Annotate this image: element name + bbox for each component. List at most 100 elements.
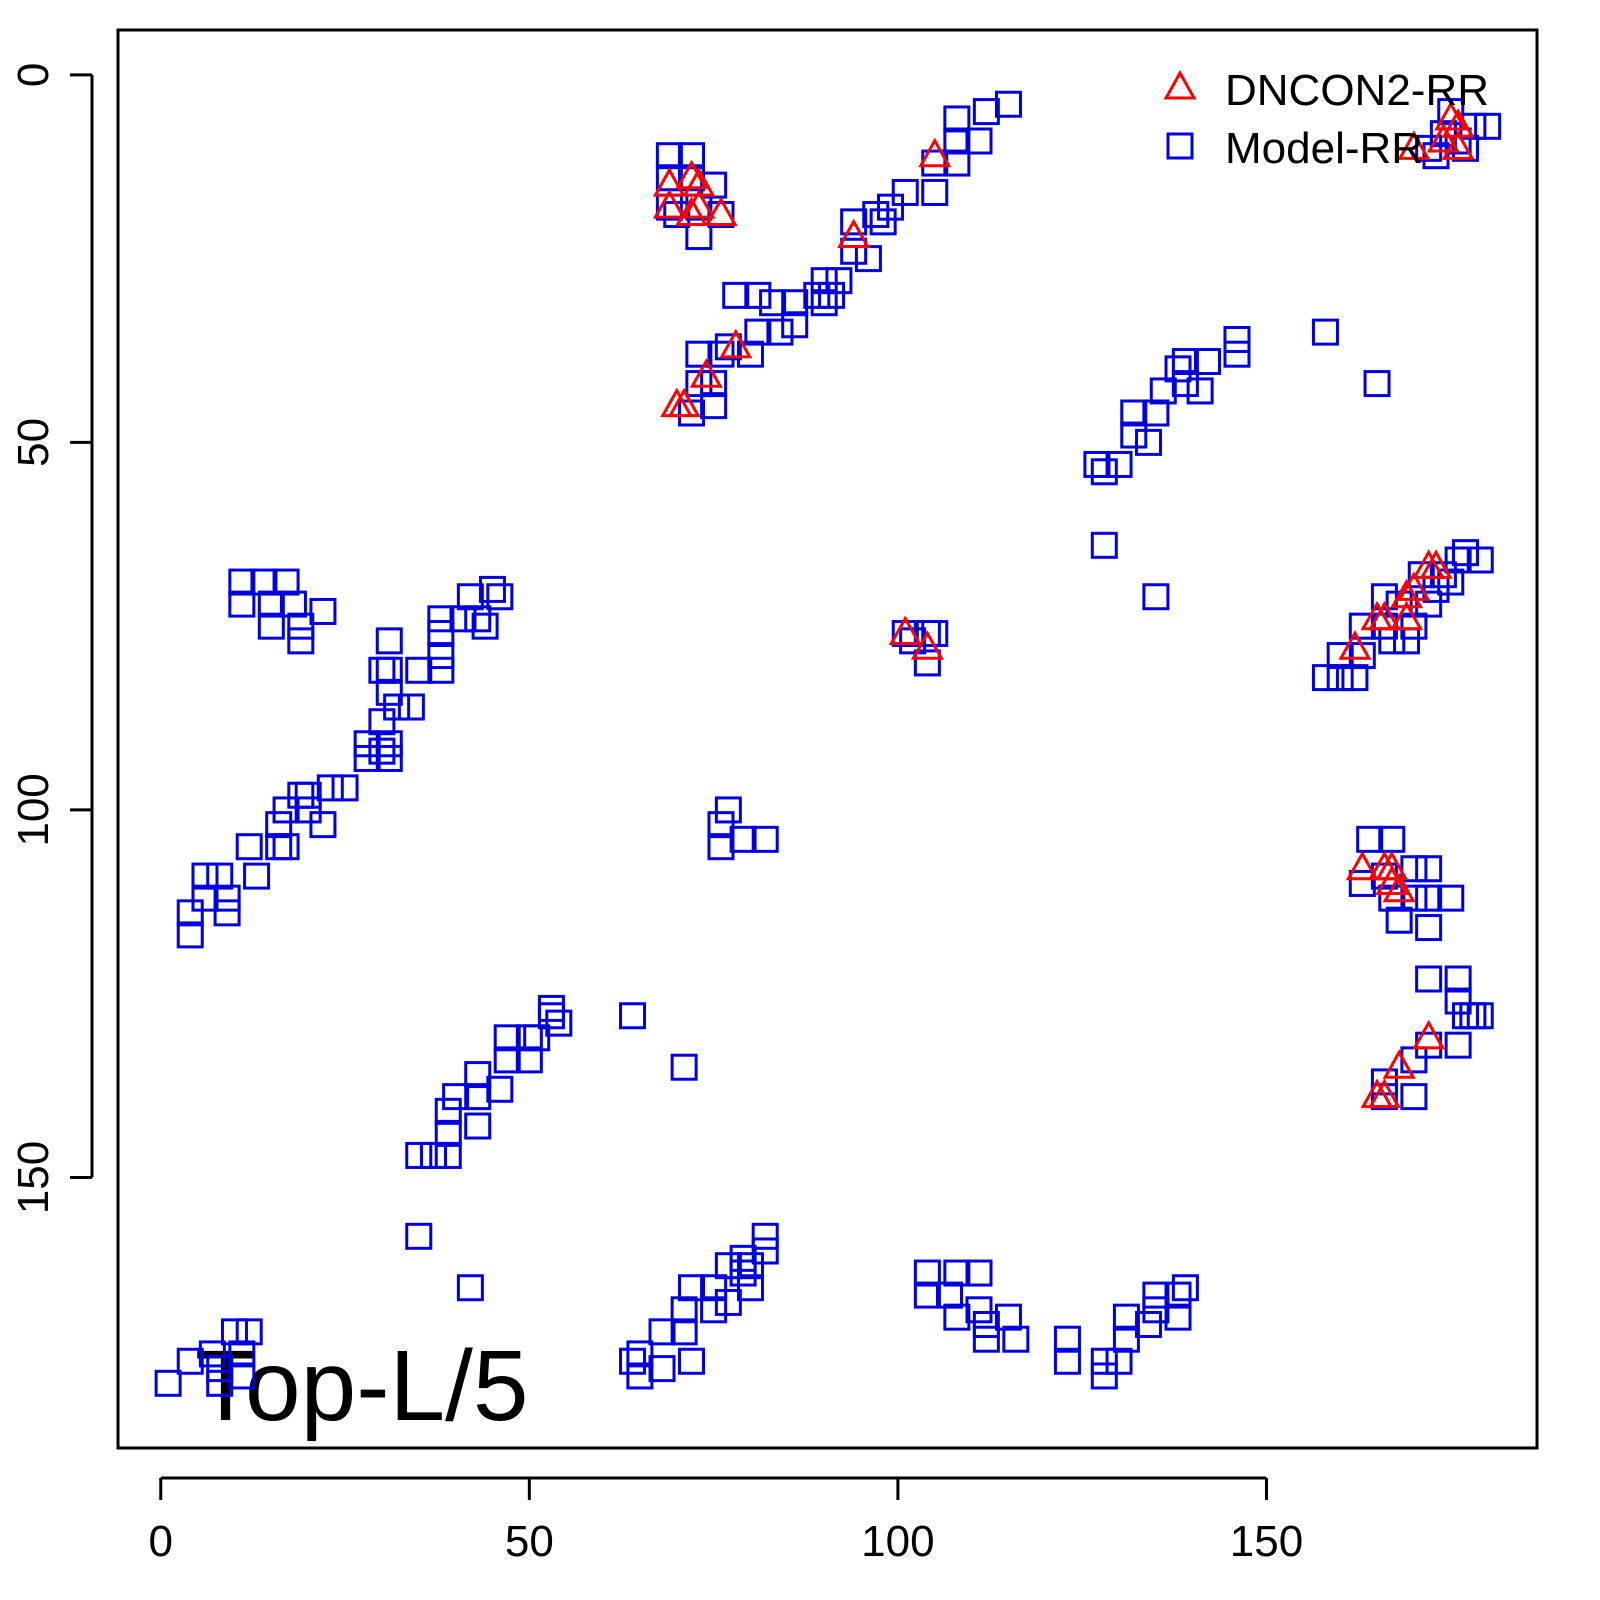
point [545,1009,573,1037]
point [294,781,322,809]
point [704,196,738,227]
point [294,796,322,824]
point [935,1281,963,1309]
point [1382,1049,1416,1079]
point [921,178,949,206]
point [744,281,772,309]
point [1142,1296,1170,1324]
point [626,1362,654,1390]
point [1002,1325,1030,1353]
point [913,649,941,677]
point [464,1061,492,1089]
point [1412,1019,1446,1050]
point [1378,825,1406,853]
point [714,333,742,361]
point [825,267,853,295]
point [751,825,779,853]
point [1474,112,1502,140]
point [1348,869,1376,897]
point [1451,1002,1479,1030]
point [943,149,971,177]
point [1105,450,1133,478]
point [1444,1031,1472,1059]
point [1120,399,1148,427]
point [405,1141,433,1169]
point [670,1053,698,1081]
point [464,1112,492,1140]
point [943,127,971,155]
point [272,833,300,861]
point [1437,884,1465,912]
point [1142,1281,1170,1309]
point [1429,120,1457,148]
point [1367,1078,1401,1109]
point [257,590,285,618]
point [368,656,396,684]
point [1142,399,1170,427]
point [515,1046,543,1074]
point [1341,664,1369,692]
point [1186,377,1214,405]
point [265,811,293,839]
point [537,994,565,1022]
point [869,208,897,236]
point [888,615,922,646]
point [707,811,735,839]
point [1415,884,1443,912]
y-tick-label: 150 [9,1141,58,1214]
point [1171,370,1199,398]
point [1397,571,1431,601]
point [943,105,971,133]
point [1444,965,1472,993]
point [648,1355,676,1383]
point [1120,421,1148,449]
point [994,1303,1022,1331]
point [707,340,735,368]
point [235,833,263,861]
point [1338,630,1372,660]
point [1149,377,1177,405]
point [272,796,300,824]
point [781,289,809,317]
point [537,1002,565,1030]
point [759,289,787,317]
point [493,1024,521,1052]
point [913,1259,941,1287]
point [287,612,315,640]
point [677,1274,705,1302]
point [840,237,868,265]
point [1090,1362,1118,1390]
point [486,1075,514,1103]
point [1171,1274,1199,1302]
point [1400,1046,1428,1074]
point [375,627,403,655]
x-tick-label: 0 [149,1517,173,1566]
point [316,774,344,802]
point [434,1097,462,1125]
point [206,862,234,890]
point [456,583,484,611]
point [1171,348,1199,376]
point [677,1347,705,1375]
point [700,392,728,420]
point [1415,855,1443,883]
point [456,1274,484,1302]
point [523,1024,551,1052]
point [736,1274,764,1302]
point [648,1318,676,1346]
point [375,656,403,684]
point [677,142,705,170]
point [250,568,278,596]
point [427,620,455,648]
point [619,1002,647,1030]
point [854,245,882,273]
point [1389,578,1424,609]
point [265,833,293,861]
point [707,833,735,861]
point [464,1083,492,1111]
point [700,1274,728,1302]
point [1363,370,1391,398]
point [1090,1347,1118,1375]
point [434,1119,462,1147]
point [1193,348,1221,376]
